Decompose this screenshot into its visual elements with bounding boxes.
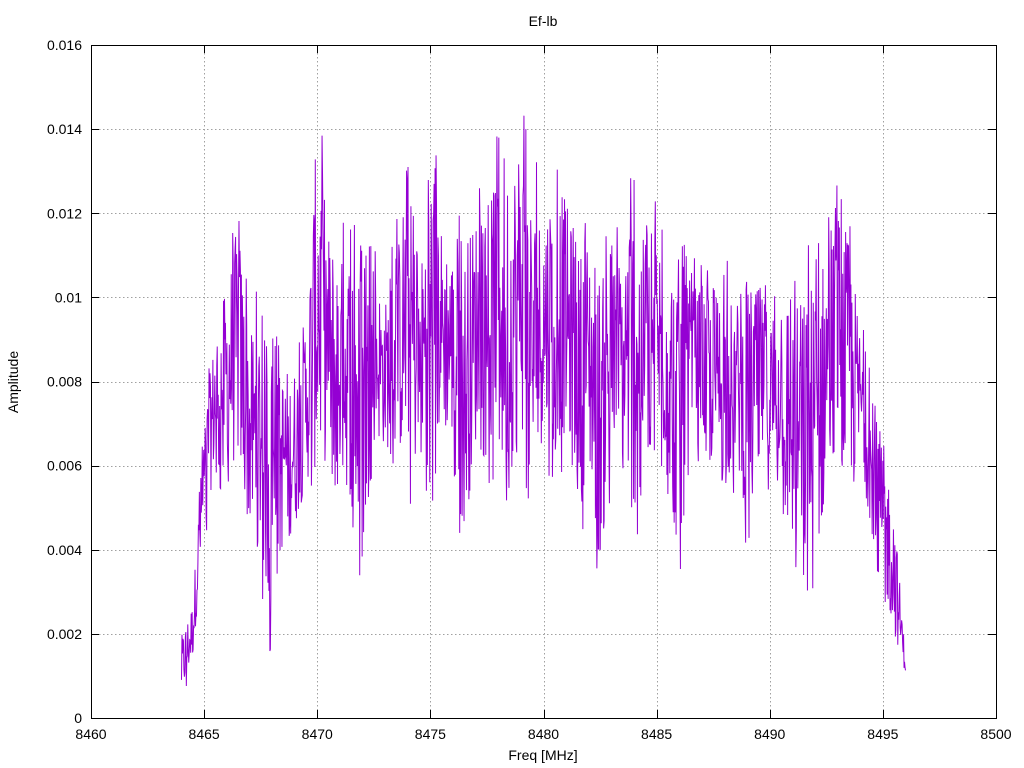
chart-title: Ef-lb [529, 13, 558, 29]
x-tick-label: 8500 [980, 726, 1011, 742]
x-axis-label: Freq [MHz] [508, 747, 577, 763]
x-tick-label: 8495 [867, 726, 898, 742]
y-axis-label: Amplitude [5, 351, 21, 413]
y-tick-label: 0 [74, 710, 82, 726]
x-tick-label: 8470 [302, 726, 333, 742]
ticks: 8460 8465 8470 8475 8480 8485 8490 8495 8500 0 0.0… [47, 37, 1012, 742]
y-tick-label: 0.008 [47, 374, 82, 390]
x-tick-label: 8485 [641, 726, 672, 742]
x-tick-label: 8465 [189, 726, 220, 742]
x-tick-label: 8480 [528, 726, 559, 742]
y-tick-label: 0.002 [47, 626, 82, 642]
y-tick-label: 0.012 [47, 205, 82, 221]
y-tick-label: 0.016 [47, 37, 82, 53]
y-tick-label: 0.006 [47, 458, 82, 474]
x-tick-label: 8490 [754, 726, 785, 742]
y-tick-label: 0.014 [47, 121, 82, 137]
x-tick-label: 8460 [75, 726, 106, 742]
series-polyline [181, 115, 906, 686]
y-tick-label: 0.004 [47, 542, 82, 558]
x-tick-label: 8475 [415, 726, 446, 742]
y-tick-label: 0.01 [55, 289, 82, 305]
series-line [181, 115, 906, 686]
